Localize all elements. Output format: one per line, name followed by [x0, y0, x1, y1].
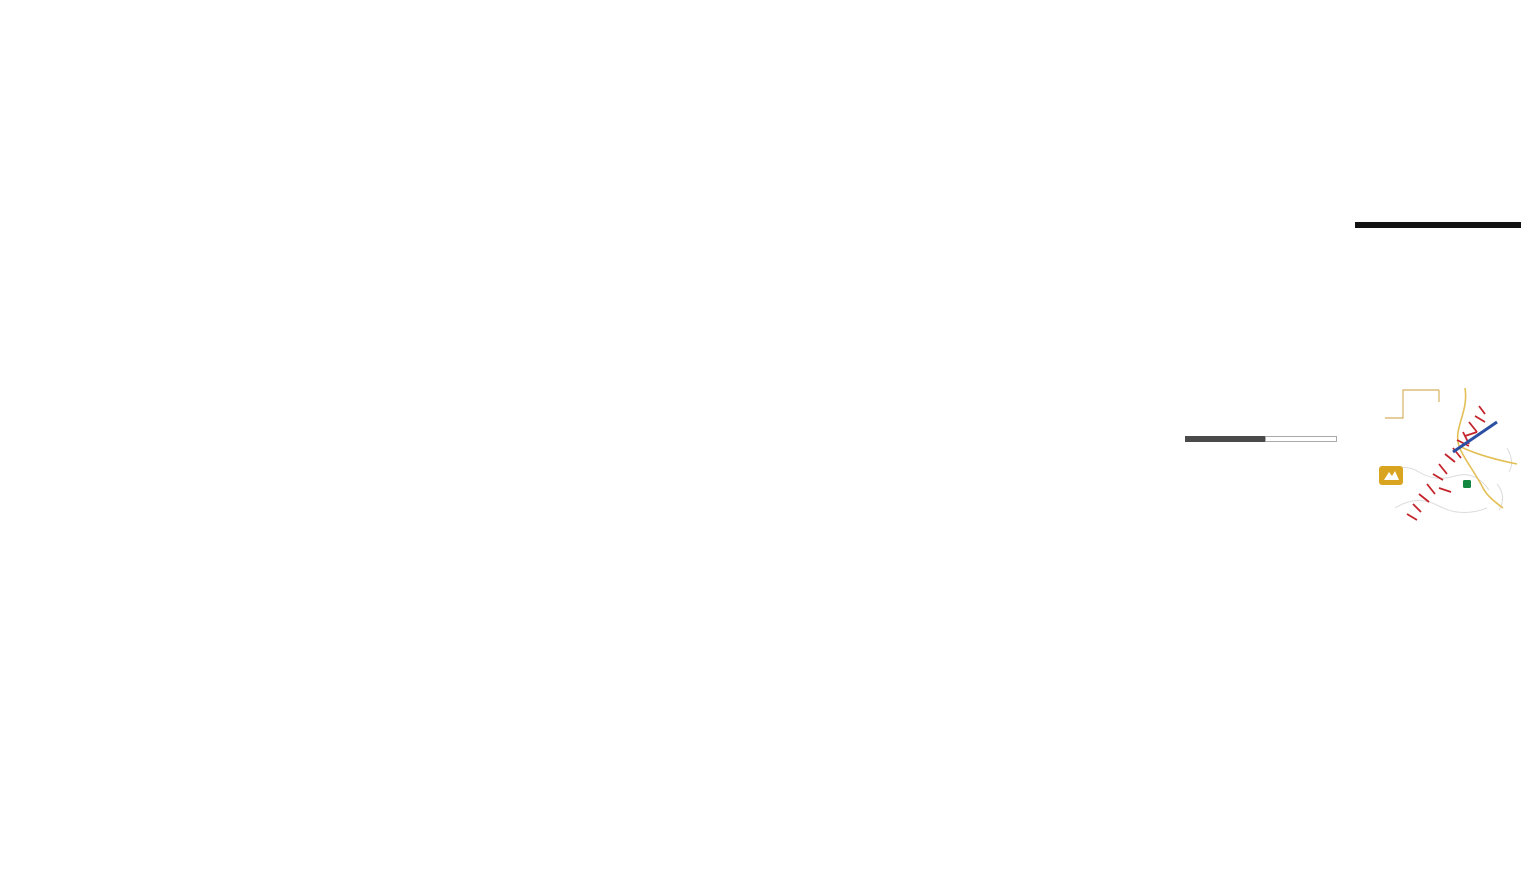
vein-traces	[1406, 405, 1486, 521]
inset-section-line	[1452, 420, 1498, 454]
location-inset-map	[1384, 388, 1518, 521]
scale-bar-empty	[1265, 436, 1337, 442]
company-logo	[1359, 466, 1423, 489]
highway-shield-icon	[1463, 480, 1471, 488]
legend-panel	[1355, 222, 1521, 522]
logo-mountain-icon	[1379, 466, 1403, 485]
scale-bar-filled	[1185, 436, 1265, 442]
legend-title	[1355, 222, 1521, 228]
scale-bar	[1185, 433, 1343, 442]
